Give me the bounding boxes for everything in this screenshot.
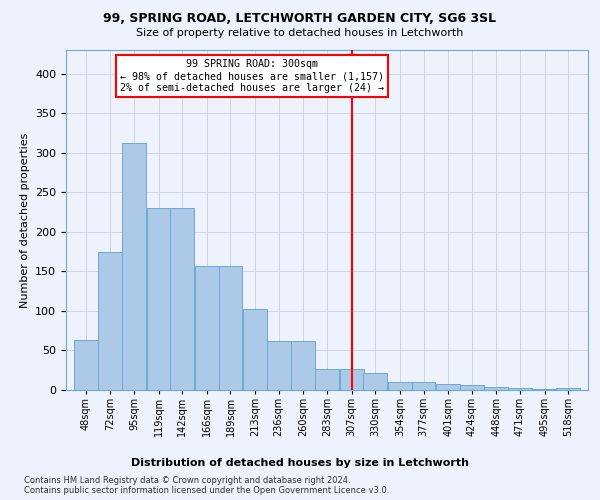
Bar bbox=[74, 340, 98, 390]
Bar bbox=[388, 382, 412, 390]
Bar bbox=[267, 341, 290, 390]
Bar bbox=[170, 208, 194, 390]
Bar bbox=[556, 388, 580, 390]
Text: 99 SPRING ROAD: 300sqm
← 98% of detached houses are smaller (1,157)
2% of semi-d: 99 SPRING ROAD: 300sqm ← 98% of detached… bbox=[120, 60, 384, 92]
Bar bbox=[484, 387, 508, 390]
Bar bbox=[218, 266, 242, 390]
Text: Distribution of detached houses by size in Letchworth: Distribution of detached houses by size … bbox=[131, 458, 469, 468]
Bar bbox=[364, 374, 387, 390]
Bar bbox=[436, 384, 460, 390]
Bar bbox=[315, 368, 339, 390]
Bar bbox=[122, 142, 146, 390]
Bar bbox=[195, 266, 219, 390]
Bar bbox=[292, 341, 316, 390]
Bar bbox=[508, 388, 532, 390]
Bar bbox=[340, 368, 364, 390]
Text: Size of property relative to detached houses in Letchworth: Size of property relative to detached ho… bbox=[136, 28, 464, 38]
Text: 99, SPRING ROAD, LETCHWORTH GARDEN CITY, SG6 3SL: 99, SPRING ROAD, LETCHWORTH GARDEN CITY,… bbox=[103, 12, 497, 26]
Bar bbox=[533, 389, 557, 390]
Y-axis label: Number of detached properties: Number of detached properties bbox=[20, 132, 29, 308]
Bar bbox=[460, 386, 484, 390]
Text: Contains HM Land Registry data © Crown copyright and database right 2024.
Contai: Contains HM Land Registry data © Crown c… bbox=[24, 476, 389, 495]
Bar bbox=[412, 382, 436, 390]
Bar bbox=[243, 310, 267, 390]
Bar bbox=[98, 252, 122, 390]
Bar bbox=[146, 208, 170, 390]
